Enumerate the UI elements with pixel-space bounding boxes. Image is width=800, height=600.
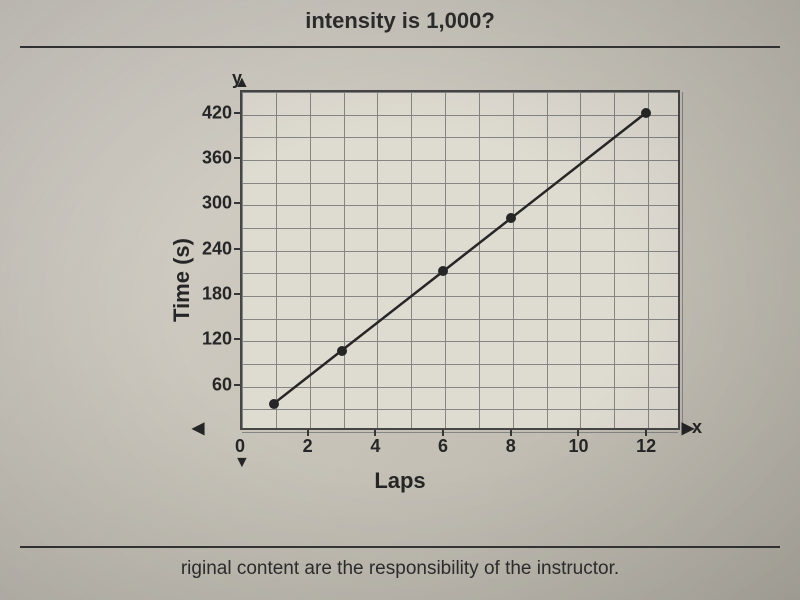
origin-label: 0	[235, 430, 245, 457]
y-tick-mark	[234, 248, 240, 250]
x-tick-mark	[645, 430, 647, 436]
x-axis-arrow-left: ◀	[192, 418, 204, 438]
x-tick-mark	[442, 430, 444, 436]
data-point	[337, 346, 347, 356]
data-point	[269, 399, 279, 409]
y-tick-mark	[234, 293, 240, 295]
y-tick-label: 420	[190, 102, 240, 123]
y-tick-mark	[234, 202, 240, 204]
data-line	[240, 90, 680, 430]
x-tick-mark	[577, 430, 579, 436]
chart-container: Time (s) y ▲ ▼ x ▶ ◀ 0 60120180240300360…	[100, 70, 700, 490]
x-axis-title: Laps	[374, 468, 425, 494]
x-tick-mark	[510, 430, 512, 436]
header-fragment: intensity is 1,000?	[305, 8, 495, 34]
data-point	[506, 213, 516, 223]
data-point	[438, 266, 448, 276]
y-tick-mark	[234, 112, 240, 114]
y-tick-label: 180	[190, 284, 240, 305]
y-tick-label: 240	[190, 238, 240, 259]
y-tick-mark	[234, 157, 240, 159]
x-tick-mark	[307, 430, 309, 436]
footer-fragment: riginal content are the responsibility o…	[181, 558, 619, 580]
x-tick-mark	[374, 430, 376, 436]
y-tick-mark	[234, 338, 240, 340]
gridline-v	[682, 92, 683, 428]
y-tick-label: 120	[190, 329, 240, 350]
y-tick-label: 360	[190, 148, 240, 169]
plot-area: y ▲ ▼ x ▶ ◀ 0 60120180240300360420246810…	[240, 90, 680, 430]
data-point	[641, 108, 651, 118]
y-tick-label: 60	[190, 374, 240, 395]
bottom-rule	[20, 546, 780, 548]
y-tick-label: 300	[190, 193, 240, 214]
x-axis-arrow-right: ▶	[682, 418, 694, 438]
y-tick-mark	[234, 384, 240, 386]
top-rule	[20, 46, 780, 48]
